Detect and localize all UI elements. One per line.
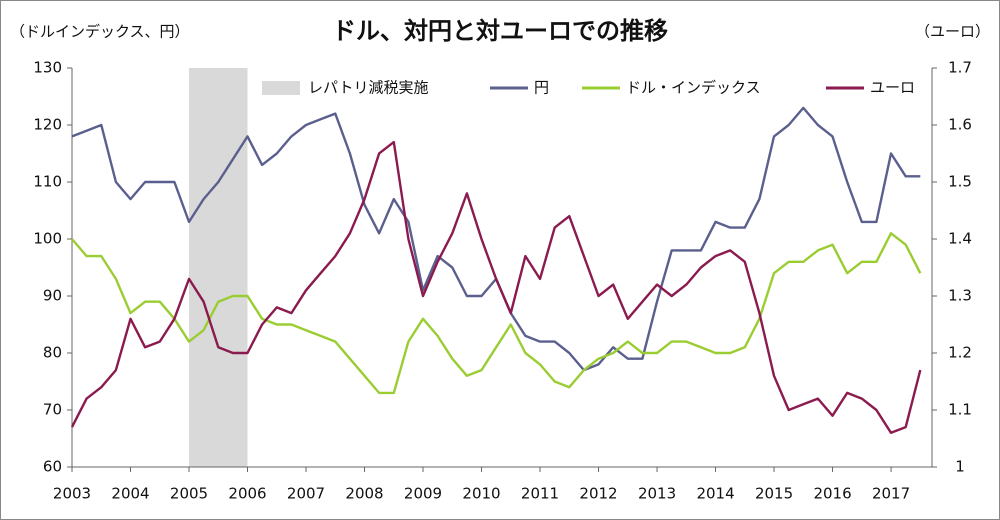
y2-tick-label: 1.7 [948, 59, 972, 77]
x-tick-label: 2013 [638, 485, 676, 503]
x-tick-label: 2014 [696, 485, 734, 503]
series-line [71, 232, 922, 395]
y2-tick-label: 1.1 [948, 401, 972, 419]
x-tick-label: 2010 [462, 485, 500, 503]
x-tick-label: 2005 [170, 485, 208, 503]
y2-tick-label: 1.6 [948, 116, 972, 134]
legend-label: ユーロ [870, 79, 915, 97]
y-tick-label: 100 [33, 230, 62, 248]
x-tick-label: 2009 [404, 485, 442, 503]
x-tick-label: 2006 [228, 485, 266, 503]
y2-tick-label: 1.2 [948, 344, 972, 362]
y-tick-label: 70 [43, 401, 62, 419]
y-tick-label: 110 [33, 173, 62, 191]
y-tick-label: 120 [33, 116, 62, 134]
y2-tick-label: 1.5 [948, 173, 972, 191]
x-tick-label: 2011 [521, 485, 559, 503]
y-axis-label: （ドルインデックス、円） [10, 23, 190, 41]
y2-tick-label: 1 [955, 458, 965, 476]
y2-tick-label: 1.3 [948, 287, 972, 305]
chart-title: ドル、対円と対ユーロでの推移 [332, 17, 668, 45]
x-tick-label: 2017 [872, 485, 910, 503]
y-tick-label: 60 [43, 458, 62, 476]
y2-axis-label: （ユーロ） [915, 23, 990, 41]
shade-band [189, 68, 248, 467]
x-tick-label: 2015 [755, 485, 793, 503]
legend-label: レパトリ減税実施 [308, 79, 428, 97]
y2-tick-label: 1.4 [948, 230, 972, 248]
y-tick-label: 90 [43, 287, 62, 305]
x-tick-label: 2007 [287, 485, 325, 503]
legend-swatch [262, 81, 300, 95]
legend-label: ドル・インデックス [626, 79, 761, 97]
x-tick-label: 2008 [345, 485, 383, 503]
y-tick-label: 130 [33, 59, 62, 77]
x-tick-label: 2016 [813, 485, 851, 503]
y-tick-label: 80 [43, 344, 62, 362]
x-tick-label: 2004 [111, 485, 149, 503]
series-line [70, 140, 922, 434]
x-tick-label: 2012 [579, 485, 617, 503]
x-tick-label: 2003 [53, 485, 91, 503]
legend-label: 円 [534, 79, 549, 97]
